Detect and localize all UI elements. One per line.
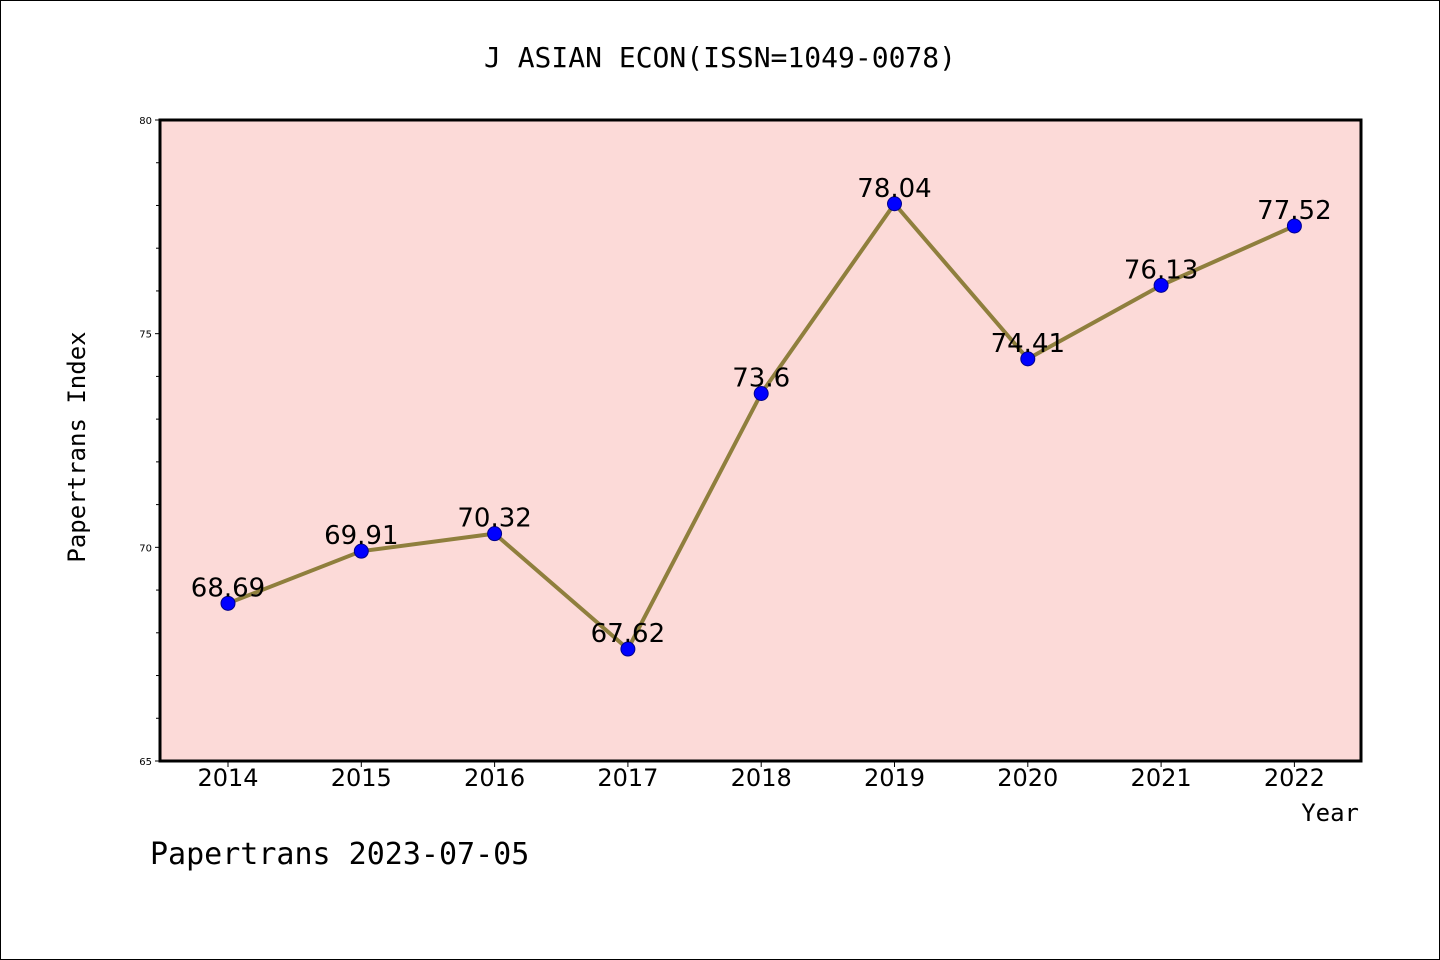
x-tick-label: 2021 bbox=[1131, 764, 1192, 792]
x-tick-label: 2020 bbox=[997, 764, 1058, 792]
data-point-marker bbox=[1286, 218, 1302, 234]
data-label: 74.41 bbox=[991, 329, 1065, 359]
y-axis-label: Papertrans Index bbox=[63, 331, 91, 562]
data-point-marker bbox=[1020, 351, 1036, 367]
x-tick-label: 2015 bbox=[331, 764, 392, 792]
series-markers bbox=[220, 196, 1302, 657]
x-tick-label: 2017 bbox=[597, 764, 658, 792]
x-tick-label: 2019 bbox=[864, 764, 925, 792]
chart-title: J ASIAN ECON(ISSN=1049-0078) bbox=[484, 41, 956, 74]
data-point-marker bbox=[753, 385, 769, 401]
y-tick-label: 65 bbox=[139, 757, 152, 768]
x-tick-label: 2014 bbox=[197, 764, 258, 792]
data-label: 67.62 bbox=[591, 619, 665, 649]
data-point-marker bbox=[1153, 277, 1169, 293]
x-tick-label: 2022 bbox=[1264, 764, 1325, 792]
data-point-marker bbox=[487, 526, 503, 542]
plot-frame bbox=[158, 118, 1363, 763]
footer-text: Papertrans 2023-07-05 bbox=[150, 837, 529, 872]
data-labels: 68.69 69.91 70.32 67.62 73.6 78.04 74.41 76.13 7… bbox=[191, 174, 1332, 649]
data-point-marker bbox=[220, 595, 236, 611]
data-label: 77.52 bbox=[1257, 196, 1331, 226]
data-label: 76.13 bbox=[1124, 255, 1198, 285]
data-label: 68.69 bbox=[191, 573, 265, 603]
data-label: 69.91 bbox=[324, 521, 398, 551]
data-label: 73.6 bbox=[732, 363, 790, 393]
x-axis-label: Year bbox=[1301, 799, 1359, 827]
plot-area bbox=[160, 120, 1361, 761]
x-tick-labels: 2014 2015 2016 2017 2018 2019 2020 2021 2022 bbox=[197, 761, 1325, 792]
data-label: 78.04 bbox=[857, 174, 931, 204]
data-point-marker bbox=[887, 196, 902, 212]
y-tick-label: 70 bbox=[139, 543, 152, 554]
data-point-marker bbox=[620, 641, 636, 657]
x-tick-label: 2018 bbox=[731, 764, 792, 792]
x-tick-label: 2016 bbox=[464, 764, 525, 792]
y-tick-labels: 65 70 75 80 bbox=[139, 116, 160, 768]
y-tick-label: 75 bbox=[139, 330, 152, 341]
data-point-marker bbox=[353, 543, 369, 559]
data-label: 70.32 bbox=[457, 504, 531, 534]
y-tick-label: 80 bbox=[139, 116, 152, 127]
